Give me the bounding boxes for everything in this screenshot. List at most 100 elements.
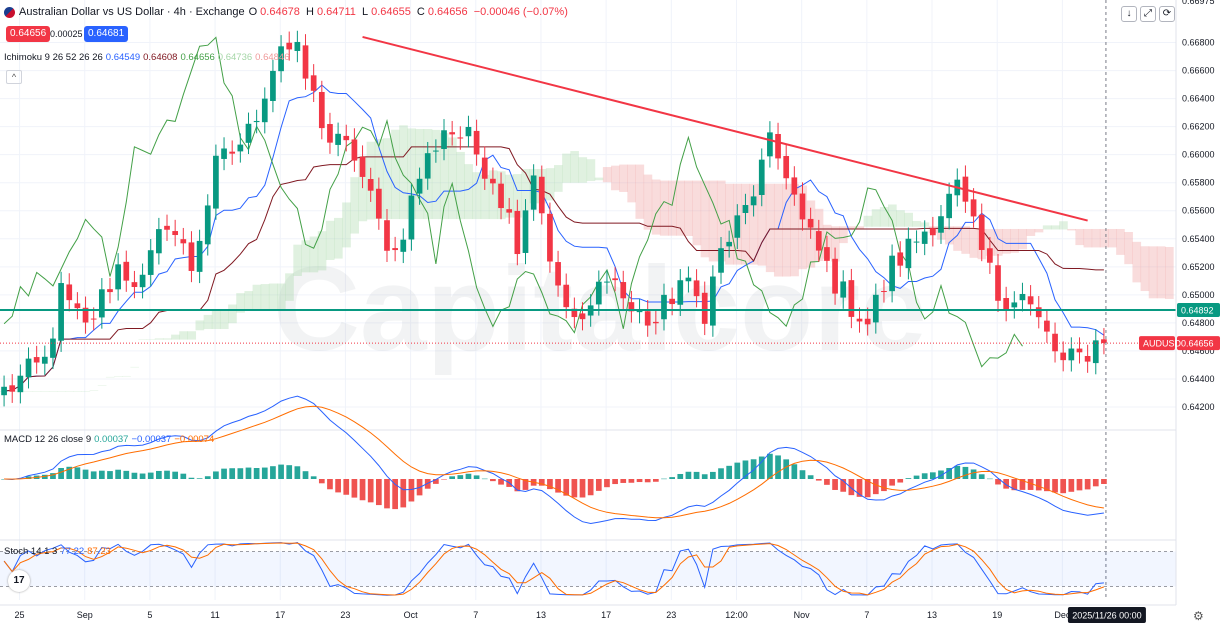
cloud-segment (236, 293, 245, 313)
cloud-segment (1148, 246, 1158, 299)
candle (213, 155, 219, 209)
macd-hist-bar (302, 471, 309, 479)
candle (1035, 307, 1042, 318)
time-x-tick: Oct (404, 610, 419, 620)
cloud-segment (260, 284, 270, 312)
cloud-segment (244, 291, 254, 312)
macd-legend[interactable]: MACD 12 26 close 9 0.00037 −0.00037 −0.0007… (4, 434, 215, 445)
candle (669, 298, 675, 305)
cloud-segment (627, 164, 636, 203)
cloud-segment (431, 129, 441, 220)
candle (734, 215, 741, 238)
candle (628, 302, 635, 312)
cloud-segment (602, 167, 612, 183)
candle (791, 177, 798, 195)
candle (913, 241, 920, 243)
macd-hist-bar (726, 465, 733, 479)
macd-hist-bar (571, 479, 578, 498)
candle (98, 289, 105, 318)
candle (473, 130, 480, 155)
macd-hist-bar (465, 473, 472, 479)
cloud-segment (716, 180, 726, 262)
cloud-segment (782, 183, 791, 277)
time-x-tick: Nov (794, 610, 811, 620)
candle (310, 75, 317, 91)
macd-hist-bar (294, 466, 301, 479)
stoch-legend[interactable]: Stoch 14 1 3 77.22 87.23 (4, 546, 111, 557)
macd-hist-bar (473, 475, 480, 479)
macd-hist-bar (718, 468, 724, 479)
candle (237, 144, 244, 152)
candle (278, 46, 284, 72)
tradingview-logo-icon[interactable]: 17 (8, 570, 30, 592)
candle (74, 303, 81, 309)
cloud-segment (1083, 228, 1093, 248)
tenkan-line (4, 84, 1105, 392)
macd-hist-bar (889, 479, 895, 486)
cloud-segment (211, 310, 221, 330)
macd-hist-bar (115, 469, 121, 479)
cloud-segment (391, 129, 400, 220)
macd-hist-bar (962, 466, 969, 479)
price-y-tick: 0.64200 (1182, 402, 1215, 412)
candle (995, 265, 1001, 301)
macd-hist-bar (677, 473, 684, 479)
settings-gear-icon[interactable]: ⚙ (1193, 609, 1204, 623)
candle (367, 179, 374, 191)
candle (400, 239, 407, 252)
candle (1076, 348, 1083, 353)
candle (710, 276, 716, 326)
collapse-legend-button[interactable]: ^ (6, 70, 22, 84)
cloud-segment (912, 220, 922, 227)
cloud-segment (790, 183, 799, 277)
candle (897, 252, 904, 266)
cloud-segment (668, 180, 677, 236)
macd-hist-bar (644, 479, 651, 483)
macd-hist-bar (1092, 479, 1099, 487)
level-price-tag: 0.64892 (1181, 305, 1214, 315)
cloud-segment (1116, 228, 1125, 255)
buy-price-button[interactable]: 0.64681 (84, 26, 129, 42)
cloud-segment (472, 172, 482, 220)
cloud-segment (57, 390, 66, 392)
macd-hist-bar (954, 465, 961, 479)
macd-hist-bar (343, 479, 350, 495)
candle (294, 41, 301, 51)
candle (164, 225, 170, 230)
cloud-segment (969, 228, 979, 258)
macd-hist-bar (50, 473, 56, 479)
macd-hist-bar (1084, 479, 1091, 490)
candle (286, 42, 293, 50)
sell-price-button[interactable]: 0.64656 (6, 26, 51, 42)
ohlc-values: O 0.64678 H 0.64711 L 0.64655 C 0.64656 −0.0… (248, 6, 568, 18)
macd-hist-bar (978, 474, 985, 479)
candle (327, 124, 333, 143)
candle (946, 193, 952, 219)
symbol-title[interactable]: Australian Dollar vs US Dollar · 4h · Ex… (19, 6, 245, 18)
scroll-down-icon[interactable]: ↓ (1121, 6, 1137, 22)
refresh-icon[interactable]: ⟳ (1159, 6, 1175, 22)
cloud-segment (1002, 228, 1011, 254)
candle (530, 175, 537, 210)
cloud-segment (863, 215, 873, 227)
cloud-segment (138, 339, 148, 340)
cloud-segment (896, 210, 905, 227)
macd-hist-bar (742, 460, 749, 479)
cloud-segment (554, 165, 563, 192)
macd-hist-bar (620, 479, 627, 483)
macd-hist-bar (563, 479, 570, 496)
macd-hist-bar (98, 470, 105, 479)
macd-hist-bar (245, 467, 252, 479)
macd-hist-bar (815, 479, 822, 481)
cloud-segment (382, 138, 392, 220)
ichimoku-legend[interactable]: Ichimoku 9 26 52 26 26 0.64549 0.64608 0.64… (4, 52, 290, 63)
expand-icon[interactable]: ⤢ (1140, 6, 1156, 22)
candle (987, 248, 993, 263)
candle (156, 229, 162, 254)
candle (490, 178, 496, 184)
macd-hist-bar (139, 473, 146, 479)
cloud-segment (684, 180, 693, 237)
macd-hist-bar (261, 467, 268, 479)
candle (652, 321, 659, 324)
